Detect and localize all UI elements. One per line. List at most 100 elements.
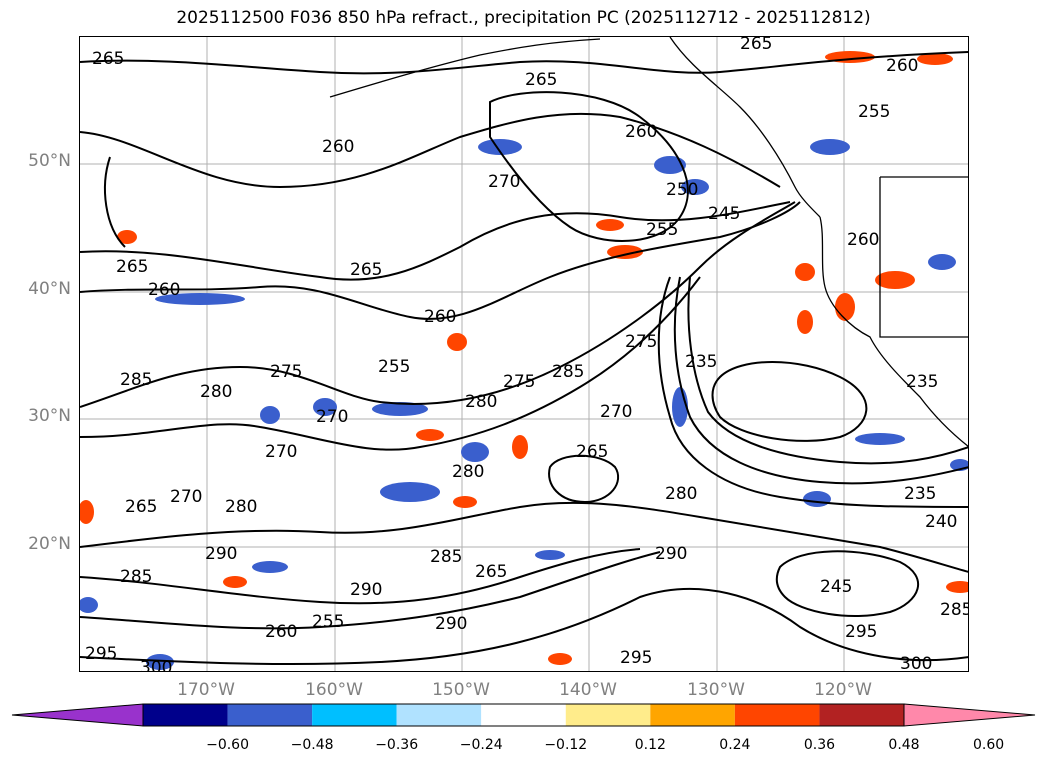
contour-label: 275 (270, 362, 302, 382)
contour-label: 260 (886, 56, 918, 76)
contour-line (80, 112, 781, 189)
contour-line (711, 361, 868, 442)
lon-label-150w: 150°W (432, 680, 490, 700)
contour-label: 265 (525, 70, 557, 90)
contour-label: 285 (552, 362, 584, 382)
colorbar-tick-label: 0.60 (972, 737, 1005, 753)
contour-labels: 265 265 265 260 260 260 270 250 245 255 … (85, 37, 969, 671)
colorbar-tick-label: −0.24 (459, 737, 503, 753)
contour-label: 270 (316, 407, 348, 427)
contour-label: 280 (465, 392, 497, 412)
contour-label: 265 (350, 260, 382, 280)
precip-neg-blob (810, 139, 850, 155)
contour-line (80, 501, 968, 573)
contour-label: 265 (116, 257, 148, 277)
contour-label: 235 (685, 352, 717, 372)
coastline-us-mexico (819, 216, 968, 448)
precip-neg-blob (654, 156, 686, 174)
precip-pos-blob (946, 581, 968, 593)
contour-line (489, 91, 689, 242)
precip-neg-blob (146, 654, 174, 670)
contour-label: 255 (858, 102, 890, 122)
colorbar-segment (650, 704, 735, 726)
precip-neg-blob (260, 406, 280, 424)
colorbar-tick-label: 0.24 (719, 737, 751, 753)
colorbar-tick-label: −0.48 (290, 737, 334, 753)
precip-pos-blob (512, 435, 528, 459)
precip-pos-blob (797, 310, 813, 334)
map-title: 2025112500 F036 850 hPa refract., precip… (176, 8, 871, 28)
contour-label: 250 (666, 180, 698, 200)
refractivity-contours (80, 51, 968, 666)
contour-line (80, 201, 801, 320)
contour-label: 295 (620, 648, 652, 668)
lon-label-130w: 130°W (687, 680, 745, 700)
coastlines (329, 37, 968, 448)
precip-pos-blob (596, 219, 624, 231)
contour-line (80, 551, 661, 630)
colorbar-segment (312, 704, 397, 726)
precip-pos-blob (835, 293, 855, 321)
contour-label: 275 (503, 372, 535, 392)
precip-pos-blob (607, 245, 643, 259)
precip-pos-blob (416, 429, 444, 441)
coastline-alaska-bc (669, 37, 821, 218)
contour-line (775, 550, 920, 618)
contour-line (548, 454, 620, 504)
contour-line (80, 201, 796, 408)
contour-label: 260 (847, 230, 879, 250)
precip-pos-blob (223, 576, 247, 588)
contour-label: 280 (200, 382, 232, 402)
colorbar-segment (819, 704, 904, 726)
precip-neg-blob (535, 550, 565, 560)
precip-neg-blob (80, 597, 98, 613)
contour-label: 255 (646, 220, 678, 240)
contour-label: 270 (265, 442, 297, 462)
colorbar-segment (227, 704, 313, 726)
contour-label: 265 (125, 497, 157, 517)
precip-neg-blob (461, 442, 489, 462)
contour-line (104, 156, 126, 248)
colorbar-tick-label: 0.12 (634, 737, 666, 753)
contour-label: 245 (820, 577, 852, 597)
contour-label: 235 (906, 372, 938, 392)
colorbar-segment (481, 704, 566, 726)
contour-label: 280 (225, 497, 257, 517)
colorbar-segment (734, 704, 820, 726)
map-panel: 265 265 265 260 260 260 270 250 245 255 … (79, 36, 969, 672)
contour-label: 275 (625, 332, 657, 352)
contour-label: 280 (665, 484, 697, 504)
contour-label: 255 (312, 612, 344, 632)
contour-label: 265 (740, 37, 772, 54)
colorbar-tick-label: 0.36 (803, 737, 836, 753)
coastline-aleutians (329, 38, 601, 98)
contour-label: 235 (904, 484, 936, 504)
lon-label-140w: 140°W (559, 680, 617, 700)
precip-neg-blob (252, 561, 288, 573)
precip-pos-blob (117, 230, 137, 244)
contour-line (80, 587, 968, 666)
precip-neg-blob (155, 293, 245, 305)
contour-line (80, 201, 791, 281)
contour-label: 260 (424, 307, 456, 327)
contour-label: 295 (85, 644, 117, 664)
precip-pos-blob (875, 271, 915, 289)
colorbar (11, 703, 1036, 727)
contour-label: 245 (708, 204, 740, 224)
contour-label: 285 (940, 600, 969, 620)
colorbar-extend-low (11, 703, 144, 727)
contour-label: 255 (378, 357, 410, 377)
contour-label: 280 (452, 462, 484, 482)
border-states (879, 177, 968, 338)
precip-neg-blob (803, 491, 831, 507)
contour-label: 285 (120, 567, 152, 587)
colorbar-outline (142, 703, 905, 727)
contour-label: 290 (350, 580, 382, 600)
map-canvas: 265 265 265 260 260 260 270 250 245 255 … (80, 37, 969, 671)
contour-line (80, 548, 641, 605)
contour-label: 265 (475, 562, 507, 582)
colorbar-tick-label: 0.48 (888, 737, 920, 753)
lon-label-160w: 160°W (305, 680, 363, 700)
contour-line (657, 276, 968, 508)
lat-label-40n: 40°N (28, 279, 71, 299)
